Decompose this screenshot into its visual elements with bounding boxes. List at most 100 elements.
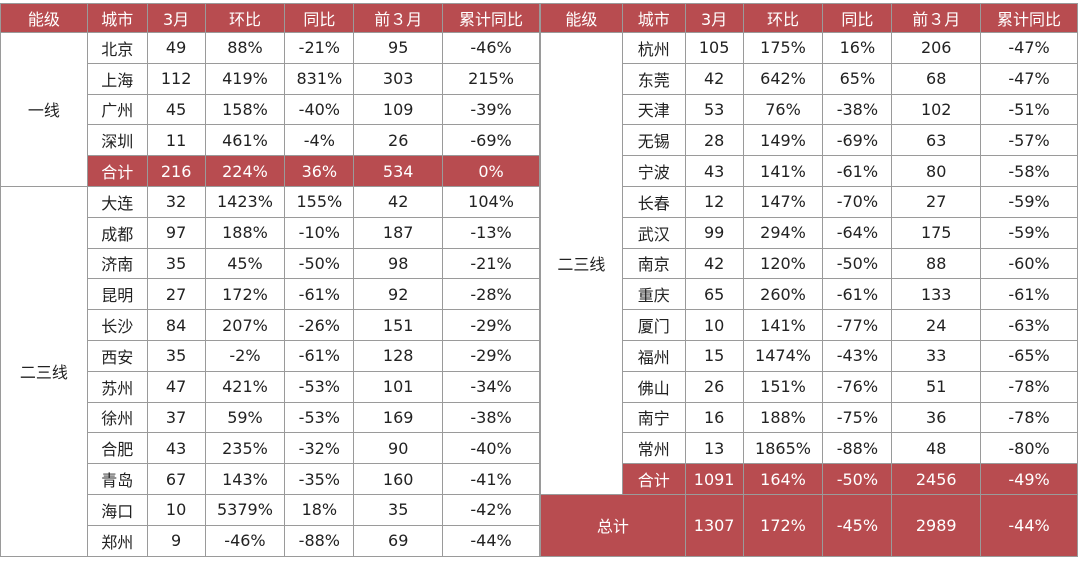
mom-cell: 188%: [742, 401, 824, 434]
yoy-cell: -61%: [284, 339, 355, 372]
march-cell: 13: [684, 432, 744, 465]
march-cell: 84: [146, 309, 206, 341]
q1-cell: 175: [891, 216, 982, 249]
column-header: 城市: [86, 3, 148, 33]
city-cell: 常州: [621, 432, 686, 465]
subtotal-row: 合计 1091 164% -50% 2456 -49%: [541, 463, 1078, 495]
mom-cell: 461%: [204, 124, 286, 157]
march-cell: 47: [146, 370, 206, 403]
march-cell: 42: [684, 247, 744, 280]
yoy-cell: -53%: [284, 370, 355, 403]
ytd-yoy-cell: -78%: [980, 401, 1078, 434]
ytd-yoy-cell: -46%: [442, 32, 540, 64]
header-row: 能级 城市 3月 环比 同比 前３月 累计同比: [540, 3, 1078, 33]
q1-cell: 42: [353, 185, 444, 218]
mom-cell: 175%: [742, 32, 824, 64]
march-cell: 67: [146, 463, 206, 495]
city-cell: 上海: [86, 62, 148, 95]
city-cell: 佛山: [621, 370, 686, 403]
city-cell: 合肥: [86, 432, 148, 465]
table-row: 昆明 27 172% -61% 92 -28%: [1, 278, 540, 311]
ytd-yoy-cell: -40%: [442, 432, 540, 465]
q1-cell: 88: [891, 247, 982, 280]
total-yoy-cell: -45%: [822, 493, 893, 557]
city-cell: 大连: [86, 185, 148, 218]
subtotal-q1-cell: 534: [353, 155, 444, 187]
q1-cell: 101: [353, 370, 444, 403]
march-cell: 28: [684, 124, 744, 157]
city-cell: 西安: [86, 339, 148, 372]
mom-cell: 158%: [204, 93, 286, 126]
march-cell: 53: [684, 93, 744, 126]
table-row: 青岛 67 143% -35% 160 -41%: [1, 463, 540, 495]
q1-cell: 90: [353, 432, 444, 465]
q1-cell: 26: [353, 124, 444, 157]
mom-cell: 1423%: [204, 185, 286, 218]
city-cell: 厦门: [621, 309, 686, 341]
table-row: 上海 112 419% 831% 303 215%: [1, 62, 540, 95]
march-cell: 65: [684, 278, 744, 311]
table-row: 天津 53 76% -38% 102 -51%: [541, 93, 1078, 126]
mom-cell: 141%: [742, 155, 824, 187]
ytd-yoy-cell: -59%: [980, 216, 1078, 249]
ytd-yoy-cell: -39%: [442, 93, 540, 126]
march-cell: 15: [684, 339, 744, 372]
tier-label: 一线: [0, 32, 88, 187]
table-row: 东莞 42 642% 65% 68 -47%: [541, 62, 1078, 95]
table-row: 宁波 43 141% -61% 80 -58%: [541, 155, 1078, 187]
ytd-yoy-cell: -29%: [442, 309, 540, 341]
march-cell: 97: [146, 216, 206, 249]
total-label: 总计: [540, 493, 686, 557]
column-header: 环比: [204, 3, 286, 33]
yoy-cell: -76%: [822, 370, 893, 403]
city-cell: 成都: [86, 216, 148, 249]
table-row: 武汉 99 294% -64% 175 -59%: [541, 216, 1078, 249]
ytd-yoy-cell: -65%: [980, 339, 1078, 372]
city-cell: 长春: [621, 185, 686, 218]
q1-cell: 63: [891, 124, 982, 157]
ytd-yoy-cell: 215%: [442, 62, 540, 95]
city-cell: 重庆: [621, 278, 686, 311]
march-cell: 12: [684, 185, 744, 218]
table-row: 徐州 37 59% -53% 169 -38%: [1, 401, 540, 434]
yoy-cell: -61%: [284, 278, 355, 311]
mom-cell: 76%: [742, 93, 824, 126]
ytd-yoy-cell: -58%: [980, 155, 1078, 187]
column-header: 环比: [742, 3, 824, 33]
q1-cell: 98: [353, 247, 444, 280]
city-cell: 郑州: [86, 524, 148, 557]
total-march-cell: 1307: [684, 493, 744, 557]
ytd-yoy-cell: -13%: [442, 216, 540, 249]
yoy-cell: -26%: [284, 309, 355, 341]
q1-cell: 48: [891, 432, 982, 465]
tier-label: 二三线: [0, 185, 88, 557]
ytd-yoy-cell: -44%: [442, 524, 540, 557]
q1-cell: 69: [353, 524, 444, 557]
city-cell: 福州: [621, 339, 686, 372]
city-cell: 东莞: [621, 62, 686, 95]
yoy-cell: -88%: [284, 524, 355, 557]
q1-cell: 24: [891, 309, 982, 341]
city-cell: 无锡: [621, 124, 686, 157]
mom-cell: 419%: [204, 62, 286, 95]
yoy-cell: -50%: [284, 247, 355, 280]
yoy-cell: 18%: [284, 493, 355, 526]
mom-cell: 207%: [204, 309, 286, 341]
table-row: 常州 13 1865% -88% 48 -80%: [541, 432, 1078, 465]
q1-cell: 206: [891, 32, 982, 64]
header-row: 能级 城市 3月 环比 同比 前３月 累计同比: [0, 3, 540, 33]
subtotal-city-cell: 合计: [621, 463, 686, 495]
q1-cell: 95: [353, 32, 444, 64]
yoy-cell: -61%: [822, 278, 893, 311]
subtotal-ytd-yoy-cell: -49%: [980, 463, 1078, 495]
city-cell: 济南: [86, 247, 148, 280]
ytd-yoy-cell: -63%: [980, 309, 1078, 341]
yoy-cell: 16%: [822, 32, 893, 64]
march-cell: 99: [684, 216, 744, 249]
city-cell: 长沙: [86, 309, 148, 341]
mom-cell: 151%: [742, 370, 824, 403]
yoy-cell: -10%: [284, 216, 355, 249]
table-row: 郑州 9 -46% -88% 69 -44%: [1, 524, 540, 557]
city-table-left: 能级 城市 3月 环比 同比 前３月 累计同比 一线 北京 49 88% -21% 95 -46% 上海 1…: [0, 3, 540, 557]
q1-cell: 133: [891, 278, 982, 311]
